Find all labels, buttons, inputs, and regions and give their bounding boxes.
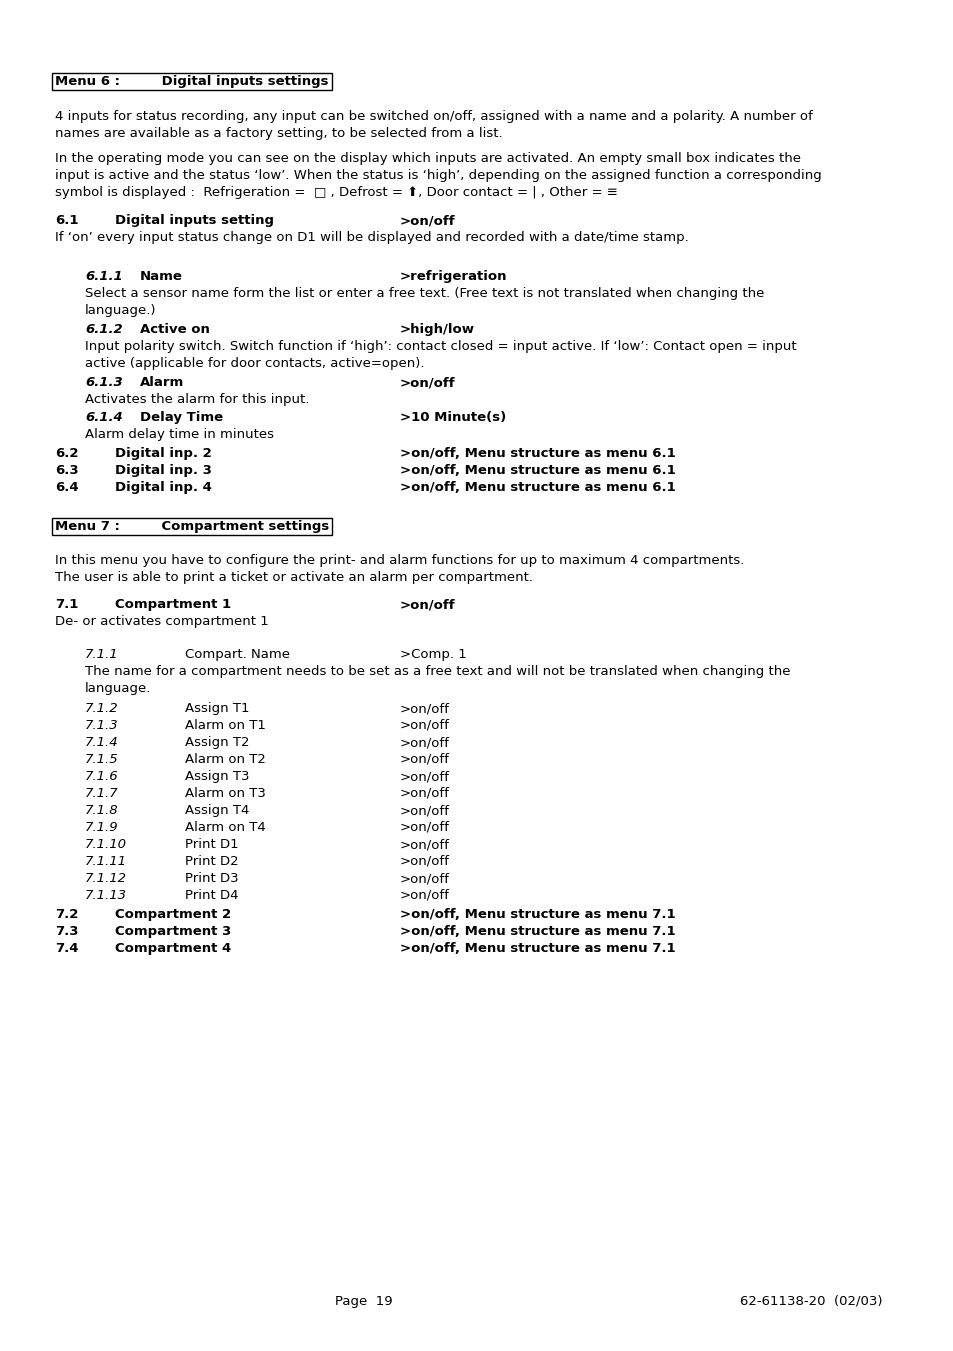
Text: 7.1.6: 7.1.6: [85, 770, 118, 784]
Text: >10 Minute(s): >10 Minute(s): [399, 411, 506, 424]
Text: 7.1.7: 7.1.7: [85, 788, 118, 800]
Text: Page  19: Page 19: [335, 1296, 393, 1308]
Text: >on/off, Menu structure as menu 7.1: >on/off, Menu structure as menu 7.1: [399, 942, 675, 955]
Text: 6.4: 6.4: [55, 481, 78, 494]
Text: >high/low: >high/low: [399, 323, 475, 336]
Text: 7.3: 7.3: [55, 925, 78, 938]
Text: symbol is displayed :  Refrigeration =  □ , Defrost = ⬆, Door contact = | , Othe: symbol is displayed : Refrigeration = □ …: [55, 186, 618, 199]
Text: >on/off: >on/off: [399, 719, 450, 732]
Text: Compartment 1: Compartment 1: [115, 598, 231, 611]
Text: 7.1.11: 7.1.11: [85, 855, 127, 867]
Text: 7.4: 7.4: [55, 942, 78, 955]
Text: Assign T3: Assign T3: [185, 770, 250, 784]
Text: input is active and the status ‘low’. When the status is ‘high’, depending on th: input is active and the status ‘low’. Wh…: [55, 169, 821, 182]
Text: >on/off, Menu structure as menu 6.1: >on/off, Menu structure as menu 6.1: [399, 463, 675, 477]
Text: Assign T2: Assign T2: [185, 736, 250, 748]
Text: >on/off: >on/off: [399, 213, 456, 227]
Text: 6.1: 6.1: [55, 213, 78, 227]
Text: Menu 6 :         Digital inputs settings: Menu 6 : Digital inputs settings: [55, 76, 328, 88]
Text: Input polarity switch. Switch function if ‘high’: contact closed = input active.: Input polarity switch. Switch function i…: [85, 340, 796, 353]
Bar: [52, 73, 331, 91]
Text: Activates the alarm for this input.: Activates the alarm for this input.: [85, 393, 309, 407]
Text: 6.1.1: 6.1.1: [85, 270, 123, 282]
Text: 6.2: 6.2: [55, 447, 78, 459]
Text: Digital inp. 3: Digital inp. 3: [115, 463, 212, 477]
Text: In this menu you have to configure the print- and alarm functions for up to maxi: In this menu you have to configure the p…: [55, 554, 743, 567]
Text: >on/off: >on/off: [399, 598, 456, 611]
Text: >on/off: >on/off: [399, 376, 456, 389]
Text: >on/off: >on/off: [399, 788, 450, 800]
Text: Menu 7 :         Compartment settings: Menu 7 : Compartment settings: [55, 520, 329, 534]
Text: If ‘on’ every input status change on D1 will be displayed and recorded with a da: If ‘on’ every input status change on D1 …: [55, 231, 688, 245]
Text: >Comp. 1: >Comp. 1: [399, 648, 466, 661]
Text: >on/off: >on/off: [399, 889, 450, 902]
Text: names are available as a factory setting, to be selected from a list.: names are available as a factory setting…: [55, 127, 502, 141]
Text: >on/off, Menu structure as menu 6.1: >on/off, Menu structure as menu 6.1: [399, 447, 675, 459]
Text: Active on: Active on: [140, 323, 210, 336]
Text: Name: Name: [140, 270, 183, 282]
Text: Assign T1: Assign T1: [185, 703, 250, 715]
Text: >refrigeration: >refrigeration: [399, 270, 507, 282]
Text: 7.2: 7.2: [55, 908, 78, 921]
Text: 7.1.9: 7.1.9: [85, 821, 118, 834]
Text: >on/off: >on/off: [399, 703, 450, 715]
Text: Compartment 2: Compartment 2: [115, 908, 231, 921]
Text: >on/off, Menu structure as menu 6.1: >on/off, Menu structure as menu 6.1: [399, 481, 675, 494]
Text: The user is able to print a ticket or activate an alarm per compartment.: The user is able to print a ticket or ac…: [55, 571, 533, 584]
Bar: [52, 517, 332, 535]
Text: >on/off: >on/off: [399, 871, 450, 885]
Text: 7.1.10: 7.1.10: [85, 838, 127, 851]
Text: Digital inp. 2: Digital inp. 2: [115, 447, 212, 459]
Text: >on/off, Menu structure as menu 7.1: >on/off, Menu structure as menu 7.1: [399, 925, 675, 938]
Text: >on/off: >on/off: [399, 855, 450, 867]
Text: Print D1: Print D1: [185, 838, 238, 851]
Text: 7.1.5: 7.1.5: [85, 753, 118, 766]
Text: >on/off: >on/off: [399, 736, 450, 748]
Text: 7.1.8: 7.1.8: [85, 804, 118, 817]
Text: Compartment 3: Compartment 3: [115, 925, 231, 938]
Text: 6.1.2: 6.1.2: [85, 323, 123, 336]
Text: 7.1.12: 7.1.12: [85, 871, 127, 885]
Text: Compartment 4: Compartment 4: [115, 942, 231, 955]
Text: 7.1.1: 7.1.1: [85, 648, 118, 661]
Text: 7.1.4: 7.1.4: [85, 736, 118, 748]
Text: Print D4: Print D4: [185, 889, 238, 902]
Text: 7.1.2: 7.1.2: [85, 703, 118, 715]
Text: active (applicable for door contacts, active=open).: active (applicable for door contacts, ac…: [85, 357, 424, 370]
Text: Assign T4: Assign T4: [185, 804, 249, 817]
Text: >on/off: >on/off: [399, 770, 450, 784]
Text: Print D3: Print D3: [185, 871, 238, 885]
Text: The name for a compartment needs to be set as a free text and will not be transl: The name for a compartment needs to be s…: [85, 665, 790, 678]
Text: De- or activates compartment 1: De- or activates compartment 1: [55, 615, 269, 628]
Text: language.: language.: [85, 682, 152, 694]
Text: Digital inputs setting: Digital inputs setting: [115, 213, 274, 227]
Text: >on/off: >on/off: [399, 804, 450, 817]
Text: 6.1.4: 6.1.4: [85, 411, 123, 424]
Text: language.): language.): [85, 304, 156, 317]
Text: In the operating mode you can see on the display which inputs are activated. An : In the operating mode you can see on the…: [55, 153, 801, 165]
Text: Alarm on T3: Alarm on T3: [185, 788, 266, 800]
Text: Compart. Name: Compart. Name: [185, 648, 290, 661]
Text: Delay Time: Delay Time: [140, 411, 223, 424]
Text: Select a sensor name form the list or enter a free text. (Free text is not trans: Select a sensor name form the list or en…: [85, 286, 763, 300]
Text: Alarm delay time in minutes: Alarm delay time in minutes: [85, 428, 274, 440]
Text: 7.1.13: 7.1.13: [85, 889, 127, 902]
Text: 6.3: 6.3: [55, 463, 78, 477]
Text: Digital inp. 4: Digital inp. 4: [115, 481, 212, 494]
Text: >on/off, Menu structure as menu 7.1: >on/off, Menu structure as menu 7.1: [399, 908, 675, 921]
Text: 6.1.3: 6.1.3: [85, 376, 123, 389]
Text: >on/off: >on/off: [399, 753, 450, 766]
Text: 7.1: 7.1: [55, 598, 78, 611]
Text: >on/off: >on/off: [399, 821, 450, 834]
Text: Print D2: Print D2: [185, 855, 238, 867]
Text: 7.1.3: 7.1.3: [85, 719, 118, 732]
Text: 62-61138-20  (02/03): 62-61138-20 (02/03): [740, 1296, 882, 1308]
Text: Alarm on T4: Alarm on T4: [185, 821, 266, 834]
Text: >on/off: >on/off: [399, 838, 450, 851]
Text: Alarm on T2: Alarm on T2: [185, 753, 266, 766]
Text: Alarm on T1: Alarm on T1: [185, 719, 266, 732]
Text: Alarm: Alarm: [140, 376, 184, 389]
Text: 4 inputs for status recording, any input can be switched on/off, assigned with a: 4 inputs for status recording, any input…: [55, 109, 812, 123]
